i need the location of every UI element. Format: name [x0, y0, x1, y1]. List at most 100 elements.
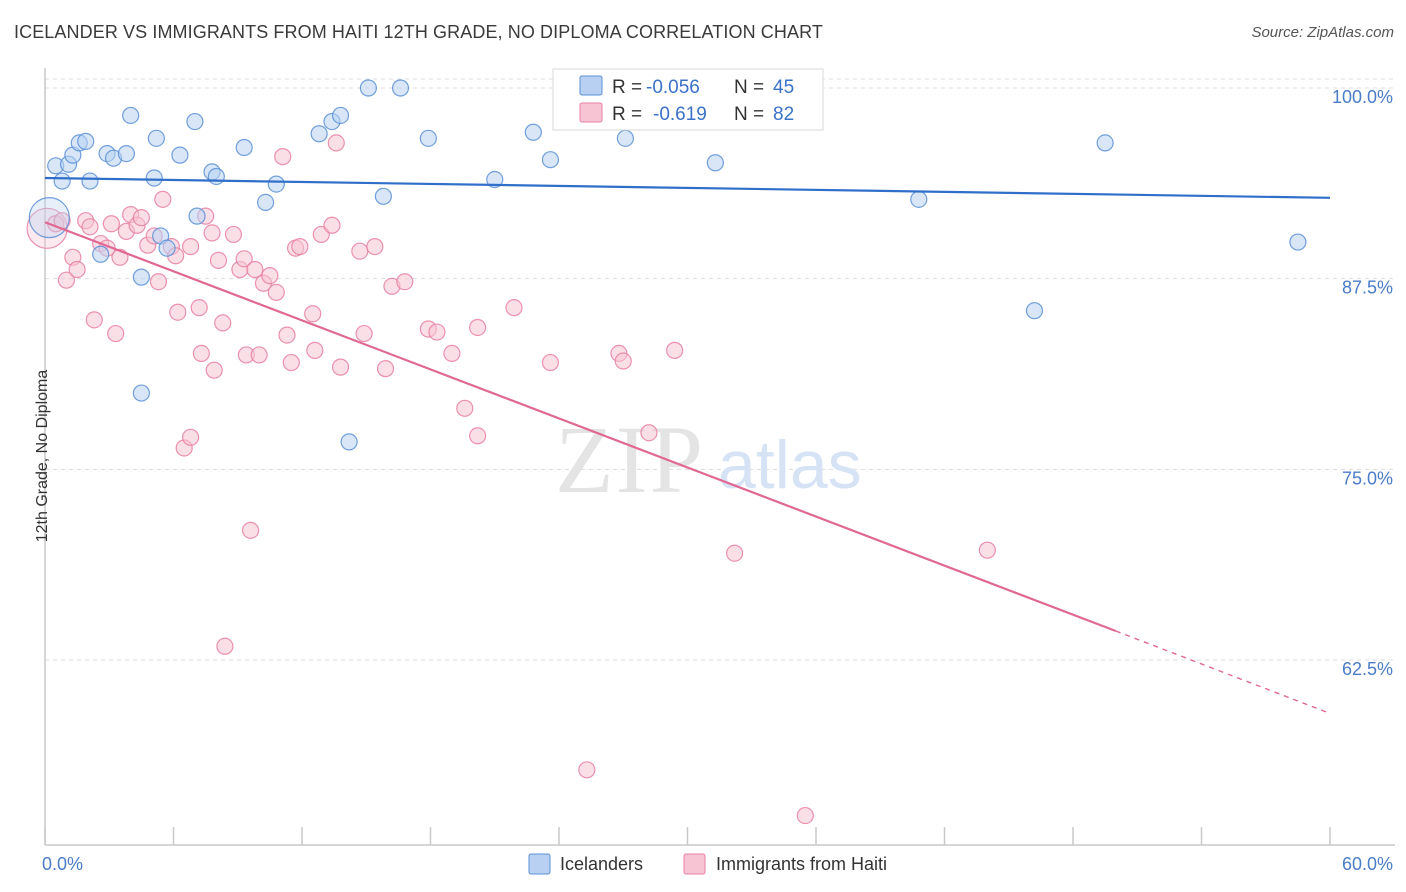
stats-swatch-pink: [579, 102, 603, 123]
series-legend: Icelanders Immigrants from Haiti: [528, 853, 887, 875]
haiti-point-46: [274, 148, 292, 166]
icelander-point-0: [28, 197, 70, 239]
haiti-point-28: [190, 299, 208, 317]
haiti-point-32: [205, 361, 223, 379]
stats-r-value-blue: -0.056: [646, 77, 700, 98]
stats-r-label-blue: R =: [612, 77, 642, 98]
legend-swatch-icelanders: [528, 853, 551, 875]
icelander-point-8: [92, 245, 110, 263]
icelander-point-7: [81, 172, 99, 190]
legend-swatch-haiti: [683, 853, 706, 875]
haiti-point-12: [107, 324, 125, 343]
icelander-point-29: [331, 106, 350, 125]
haiti-point-71: [578, 761, 596, 779]
haiti-point-44: [261, 267, 279, 285]
haiti-point-57: [351, 242, 369, 260]
icelander-point-41: [1025, 302, 1044, 320]
haiti-point-55: [327, 134, 345, 152]
legend-label-icelanders: Icelanders: [560, 854, 643, 874]
haiti-point-27: [182, 428, 200, 446]
haiti-point-26: [182, 238, 200, 256]
icelander-point-43: [1289, 233, 1307, 251]
haiti-point-47: [278, 326, 296, 344]
icelander-point-21: [188, 207, 206, 225]
icelander-point-32: [374, 187, 392, 205]
icelander-point-27: [310, 125, 328, 143]
stats-r-value-pink: -0.619: [653, 104, 707, 125]
haiti-point-67: [469, 318, 487, 337]
haiti-point-64: [428, 323, 446, 341]
x-tick-label-0: 0.0%: [42, 854, 83, 874]
trend-line-haiti-extrapolated: [1115, 630, 1331, 715]
haiti-point-54: [323, 216, 341, 234]
haiti-point-36: [224, 225, 243, 244]
haiti-point-41: [246, 260, 264, 279]
icelander-point-15: [145, 169, 163, 187]
trend-line-haiti: [44, 221, 1117, 633]
haiti-point-24: [169, 303, 187, 321]
stats-n-value-blue: 45: [773, 77, 794, 98]
icelander-point-35: [486, 170, 504, 189]
stats-r-label-pink: R =: [612, 104, 642, 125]
icelander-point-42: [1096, 134, 1114, 152]
icelander-point-24: [235, 138, 253, 157]
icelander-point-38: [616, 129, 634, 147]
series-haiti-points: [26, 134, 996, 825]
haiti-point-7: [81, 218, 99, 236]
haiti-point-40: [242, 521, 260, 539]
haiti-point-48: [282, 353, 300, 372]
icelander-point-26: [267, 175, 285, 193]
haiti-point-62: [396, 273, 414, 291]
haiti-point-3: [57, 271, 76, 289]
haiti-point-77: [796, 806, 814, 825]
y-tick-label-0: 100.0%: [1332, 87, 1393, 107]
haiti-point-5: [68, 260, 86, 279]
legend-label-haiti: Immigrants from Haiti: [716, 854, 887, 874]
icelander-point-39: [706, 154, 724, 172]
haiti-point-51: [304, 305, 322, 323]
stats-n-label-blue: N =: [734, 77, 764, 98]
haiti-point-34: [214, 314, 232, 332]
haiti-point-50: [291, 238, 309, 256]
haiti-point-21: [154, 190, 172, 208]
icelander-point-40: [910, 190, 928, 208]
haiti-point-42: [250, 346, 268, 364]
haiti-point-17: [132, 209, 150, 227]
chart-title: ICELANDER VS IMMIGRANTS FROM HAITI 12TH …: [14, 22, 823, 42]
haiti-point-33: [209, 251, 228, 269]
haiti-point-70: [541, 353, 560, 372]
icelander-point-6: [77, 132, 95, 150]
haiti-point-29: [192, 344, 210, 363]
icelander-point-20: [186, 112, 204, 131]
icelander-point-30: [340, 433, 358, 451]
icelander-point-14: [132, 384, 150, 402]
icelander-point-23: [207, 167, 225, 186]
icelander-point-33: [391, 79, 410, 97]
stats-swatch-blue: [579, 75, 603, 96]
icelander-point-31: [359, 79, 377, 97]
watermark-zip: ZIP: [555, 406, 705, 513]
haiti-point-38: [235, 250, 253, 268]
x-tick-labels: 0.0% 60.0%: [42, 854, 1393, 874]
haiti-point-66: [456, 399, 474, 417]
haiti-point-75: [666, 341, 684, 359]
watermark-atlas: atlas: [718, 427, 862, 503]
icelander-point-37: [541, 151, 560, 169]
haiti-point-20: [149, 273, 168, 291]
haiti-point-8: [85, 311, 103, 329]
stats-legend: R = -0.056 N = 45 R = -0.619 N = 82: [552, 68, 824, 131]
haiti-point-76: [726, 544, 744, 562]
axes: [44, 68, 1395, 846]
series-icelanders-points: [28, 79, 1307, 451]
haiti-point-52: [306, 341, 324, 359]
haiti-point-45: [267, 283, 285, 301]
stats-n-label-pink: N =: [734, 104, 764, 125]
icelander-point-18: [158, 239, 176, 257]
y-tick-label-2: 75.0%: [1342, 468, 1393, 488]
haiti-point-69: [505, 299, 523, 317]
haiti-point-59: [366, 238, 384, 256]
icelander-point-12: [122, 106, 140, 125]
haiti-point-56: [331, 358, 350, 376]
haiti-point-78: [978, 541, 996, 559]
